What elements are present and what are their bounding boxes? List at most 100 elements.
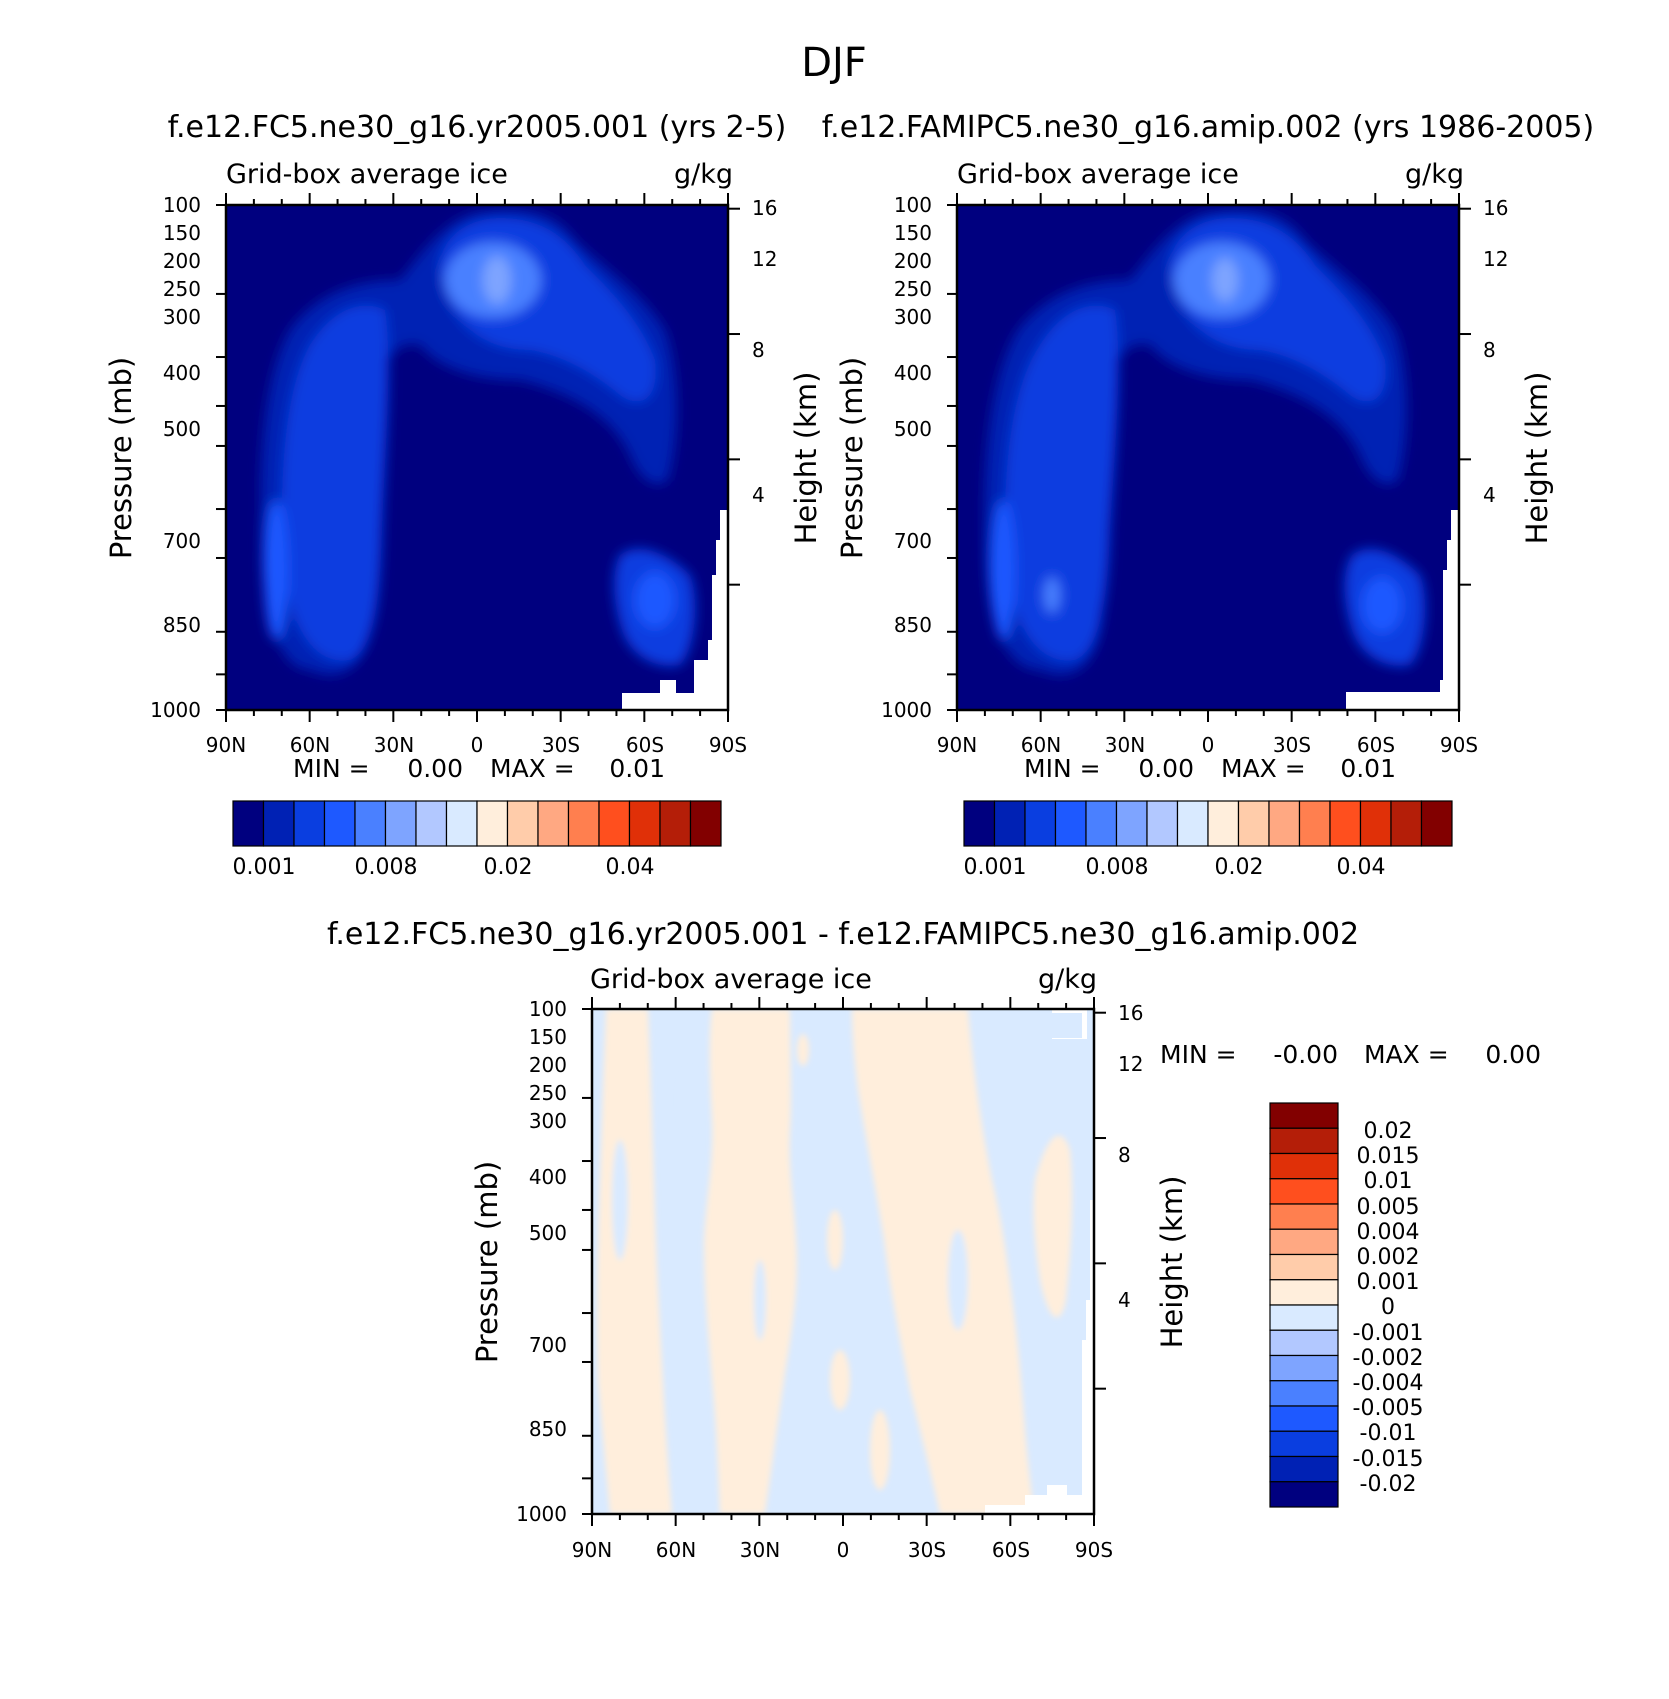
panel-3-max-value: 0.00 bbox=[1485, 1040, 1541, 1069]
panel-1-upper-peak bbox=[483, 256, 511, 304]
colorbar-box bbox=[1115, 800, 1148, 847]
panel-2-colorbar-label: 0.04 bbox=[1337, 855, 1386, 880]
panel-1-xtick: 60S bbox=[626, 733, 664, 757]
panel-3-negative-patch bbox=[948, 1230, 968, 1330]
panel-1-contours bbox=[260, 209, 696, 675]
panel-1: f.e12.FC5.ne30_g16.yr2005.001 (yrs 2-5) … bbox=[104, 110, 823, 880]
panel-3-y-ticks: 100 150 200 250 300 400 500 700 850 1000 bbox=[516, 997, 567, 1526]
colorbar-box bbox=[354, 800, 387, 847]
panel-3-colorbar-label: -0.015 bbox=[1353, 1447, 1424, 1472]
panel-3-x-ticks: 90N 60N 30N 0 30S 60S 90S bbox=[572, 1538, 1113, 1562]
colorbar-box bbox=[659, 800, 692, 847]
panel-2-xtick: 90N bbox=[937, 733, 977, 757]
panel-1-ytick: 250 bbox=[163, 277, 201, 301]
panel-2-colorbar-label: 0.008 bbox=[1086, 855, 1149, 880]
panel-2-title: f.e12.FAMIPC5.ne30_g16.amip.002 (yrs 198… bbox=[822, 110, 1594, 145]
panel-3-ytick: 250 bbox=[529, 1081, 567, 1105]
panel-2-north-column bbox=[1004, 305, 1119, 661]
panel-3-xtick: 60S bbox=[992, 1538, 1030, 1562]
panel-3-colorbar-label: 0.01 bbox=[1364, 1169, 1413, 1194]
colorbar-box bbox=[1054, 800, 1087, 847]
panel-1-height-tick: 12 bbox=[752, 247, 777, 271]
panel-1-y-ticks: 100 150 200 250 300 400 500 700 850 1000 bbox=[150, 193, 201, 722]
panel-3-colorbar bbox=[1269, 1102, 1339, 1508]
panel-3-plot-area bbox=[592, 1009, 1094, 1514]
panel-1-colorbar-label: 0.04 bbox=[606, 855, 655, 880]
panel-1-xtick: 60N bbox=[290, 733, 330, 757]
panel-3-xtick: 60N bbox=[656, 1538, 696, 1562]
colorbar-box bbox=[1146, 800, 1179, 847]
colorbar-box bbox=[1269, 1228, 1339, 1256]
panel-2-ytick: 250 bbox=[894, 277, 932, 301]
colorbar-box bbox=[1085, 800, 1118, 847]
panel-2: f.e12.FAMIPC5.ne30_g16.amip.002 (yrs 198… bbox=[822, 110, 1594, 880]
panel-2-north-low-max bbox=[991, 500, 1015, 640]
panel-2-colorbar bbox=[963, 800, 1453, 847]
colorbar-box bbox=[1207, 800, 1240, 847]
panel-3-contours bbox=[597, 1009, 1073, 1514]
panel-2-ylabel-right: Height (km) bbox=[1520, 372, 1554, 545]
panel-1-axis-ticks bbox=[216, 193, 740, 722]
panel-1-ytick: 300 bbox=[163, 305, 201, 329]
panel-3-ylabel: Pressure (mb) bbox=[470, 1161, 504, 1363]
panel-2-missing-region bbox=[1346, 510, 1459, 710]
panel-2-contours bbox=[984, 209, 1426, 675]
panel-2-xtick: 60N bbox=[1021, 733, 1061, 757]
colorbar-box bbox=[1024, 800, 1057, 847]
panel-2-height-tick: 12 bbox=[1483, 247, 1508, 271]
panel-1-ylabel-right: Height (km) bbox=[789, 372, 823, 545]
panel-3-ytick: 400 bbox=[529, 1165, 567, 1189]
panel-2-ytick: 1000 bbox=[881, 698, 932, 722]
panel-3-colorbar-label: 0.001 bbox=[1357, 1270, 1420, 1295]
panel-1-max-value: 0.01 bbox=[609, 754, 665, 783]
panel-2-ytick: 500 bbox=[894, 417, 932, 441]
panel-2-ytick: 300 bbox=[894, 305, 932, 329]
panel-2-y-ticks: 100 150 200 250 300 400 500 700 850 1000 bbox=[881, 193, 932, 722]
colorbar-box bbox=[293, 800, 326, 847]
panel-3-height-tick: 8 bbox=[1118, 1143, 1131, 1167]
panel-1-ytick: 1000 bbox=[150, 698, 201, 722]
panel-3-ytick: 1000 bbox=[516, 1502, 567, 1526]
panel-2-height-tick: 16 bbox=[1483, 196, 1508, 220]
panel-3-colorbar-label: -0.005 bbox=[1353, 1396, 1424, 1421]
panel-2-min-label: MIN = bbox=[1024, 754, 1101, 783]
panel-3-positive-patch bbox=[830, 1350, 850, 1410]
colorbar-box bbox=[567, 800, 600, 847]
colorbar-box bbox=[1269, 1481, 1339, 1508]
panel-1-ytick: 850 bbox=[163, 613, 201, 637]
panel-3-height-tick: 12 bbox=[1118, 1052, 1143, 1076]
panel-3-title: f.e12.FC5.ne30_g16.yr2005.001 - f.e12.FA… bbox=[327, 917, 1359, 952]
panel-3-xtick: 30S bbox=[908, 1538, 946, 1562]
panel-3-ylabel-right: Height (km) bbox=[1155, 1176, 1189, 1349]
panel-3-ytick: 700 bbox=[529, 1333, 567, 1357]
panel-3-ytick: 500 bbox=[529, 1221, 567, 1245]
panel-2-xtick: 30N bbox=[1105, 733, 1145, 757]
panel-1-height-ticks: 16 12 8 4 bbox=[752, 196, 777, 507]
panel-2-units: g/kg bbox=[1405, 159, 1464, 190]
panel-2-plot-area bbox=[957, 205, 1459, 710]
panel-1-xtick: 30S bbox=[542, 733, 580, 757]
panel-3: f.e12.FC5.ne30_g16.yr2005.001 - f.e12.FA… bbox=[327, 917, 1541, 1562]
panel-1-ytick: 200 bbox=[163, 249, 201, 273]
panel-3-xtick: 30N bbox=[740, 1538, 780, 1562]
panel-3-colorbar-label: 0.002 bbox=[1357, 1245, 1420, 1270]
panel-2-ytick: 700 bbox=[894, 529, 932, 553]
panel-2-ytick: 100 bbox=[894, 193, 932, 217]
panel-1-min-label: MIN = bbox=[293, 754, 370, 783]
panel-2-ytick: 150 bbox=[894, 221, 932, 245]
panel-3-min-label: MIN = bbox=[1160, 1040, 1237, 1069]
panel-2-max-value: 0.01 bbox=[1340, 754, 1396, 783]
panel-2-max-label: MAX = bbox=[1221, 754, 1306, 783]
colorbar-box bbox=[1176, 800, 1209, 847]
panel-2-height-tick: 4 bbox=[1483, 483, 1496, 507]
colorbar-box bbox=[963, 800, 996, 847]
panel-2-ytick: 400 bbox=[894, 361, 932, 385]
colorbar-box bbox=[1269, 1329, 1339, 1357]
colorbar-box bbox=[1269, 1380, 1339, 1407]
panel-3-max-label: MAX = bbox=[1364, 1040, 1449, 1069]
colorbar-box bbox=[993, 800, 1026, 847]
panel-3-top-patch bbox=[1052, 1013, 1082, 1038]
colorbar-box bbox=[1269, 1127, 1339, 1155]
panel-3-ytick: 300 bbox=[529, 1109, 567, 1133]
panel-3-positive-patch bbox=[870, 1410, 890, 1490]
